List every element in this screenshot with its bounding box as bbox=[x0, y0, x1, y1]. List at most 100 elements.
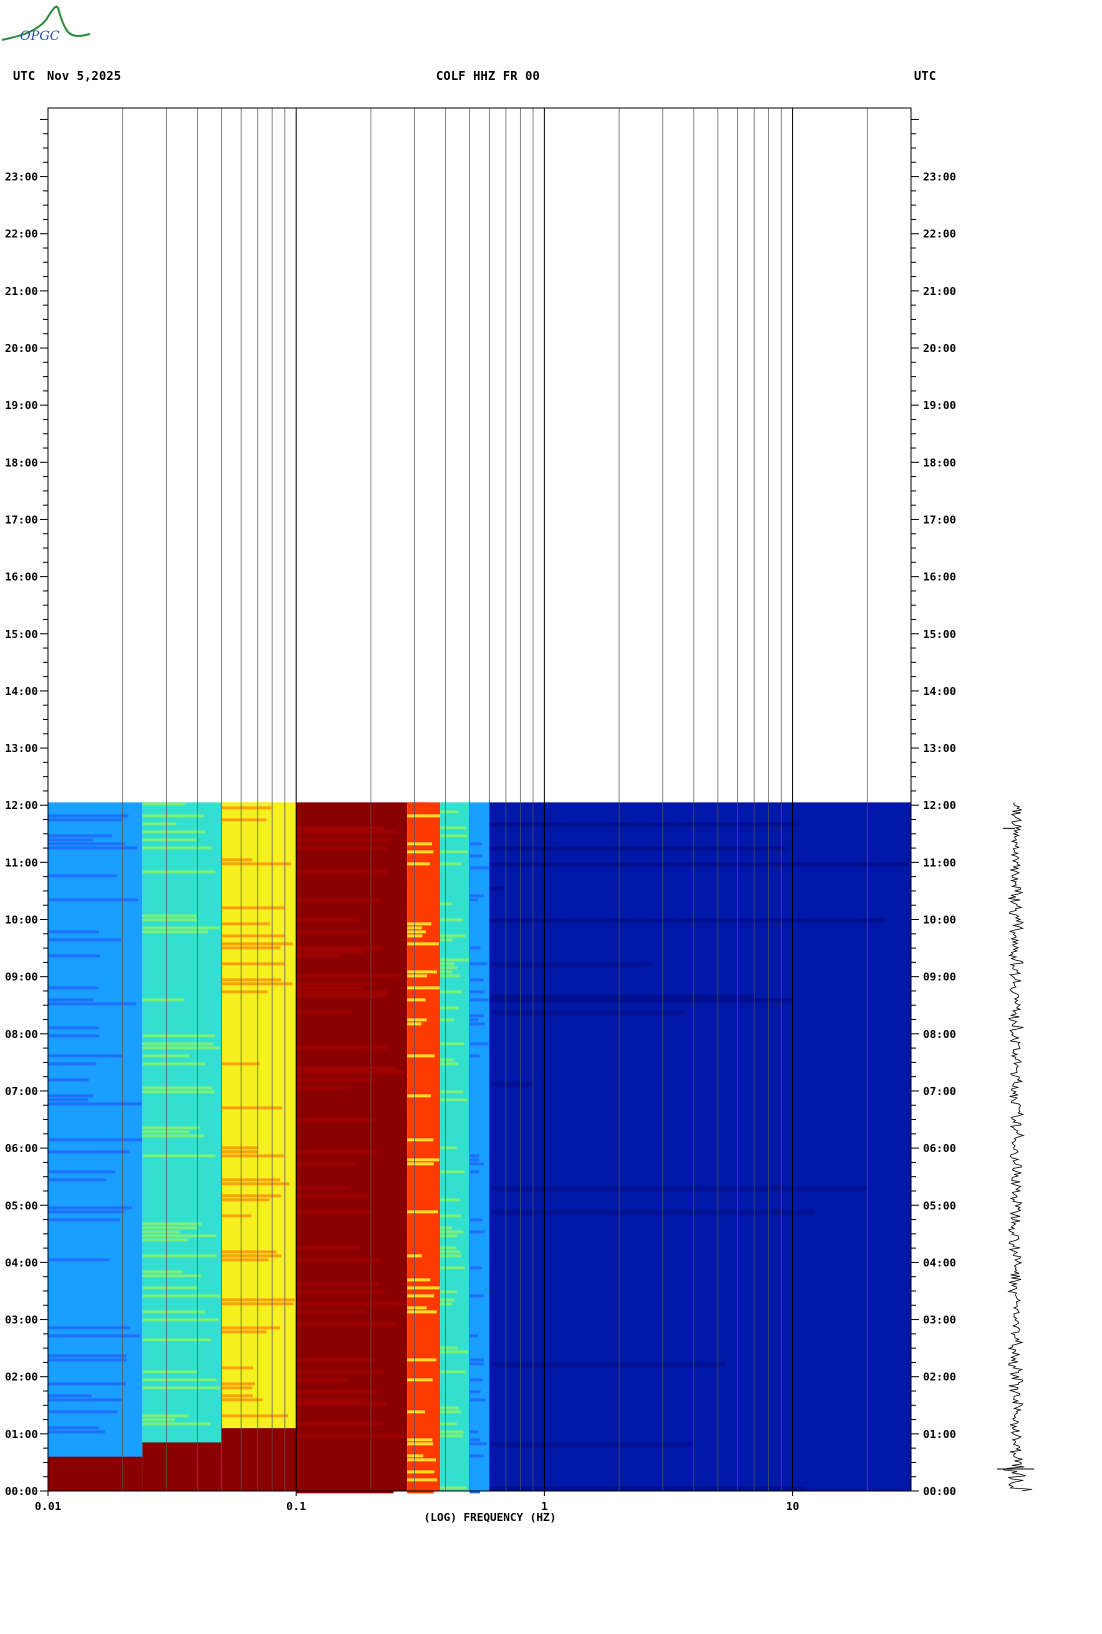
band-5-streak bbox=[440, 1278, 469, 1282]
band-7-streak bbox=[489, 1210, 815, 1215]
band-6-streak bbox=[469, 1042, 489, 1046]
band-1-streak bbox=[142, 1318, 219, 1322]
band-3-streak bbox=[296, 866, 356, 870]
y-tick-label-right: 07:00 bbox=[923, 1085, 956, 1098]
band-4-streak bbox=[407, 862, 430, 866]
band-4-streak bbox=[407, 1370, 428, 1374]
y-tick-label-right: 12:00 bbox=[923, 799, 956, 812]
band-5-streak bbox=[440, 1214, 462, 1218]
band-4-streak bbox=[407, 1250, 429, 1254]
band-5-streak bbox=[440, 1394, 458, 1398]
band-2-streak bbox=[221, 1326, 281, 1330]
band-3-streak bbox=[296, 918, 360, 922]
band-5-streak bbox=[440, 938, 453, 942]
band-1-streak bbox=[142, 1202, 188, 1206]
band-3-streak bbox=[296, 1078, 375, 1082]
band-2-streak bbox=[221, 946, 281, 950]
band-0-streak bbox=[48, 974, 91, 978]
band-0-streak bbox=[48, 1386, 131, 1390]
band-4-streak bbox=[407, 1234, 431, 1238]
band-3-streak bbox=[296, 810, 384, 814]
band-4-streak bbox=[407, 978, 437, 982]
band-4-streak bbox=[407, 1426, 437, 1430]
band-5-streak bbox=[440, 1110, 460, 1114]
band-3-streak bbox=[296, 1258, 382, 1262]
band-0-streak bbox=[48, 1202, 111, 1206]
header-right-tz: UTC bbox=[914, 69, 937, 83]
band-7-streak bbox=[489, 994, 755, 999]
band-4-streak bbox=[407, 1438, 433, 1442]
band-0-streak bbox=[48, 1006, 129, 1010]
band-4-streak bbox=[407, 1166, 437, 1170]
band-5-streak bbox=[440, 1170, 465, 1174]
band-5-streak bbox=[440, 1290, 457, 1294]
band-2-streak bbox=[221, 866, 290, 870]
header-station: COLF HHZ FR 00 bbox=[436, 69, 540, 83]
band-5-streak bbox=[440, 1354, 459, 1358]
y-tick-label-right: 21:00 bbox=[923, 285, 956, 298]
band-2-streak bbox=[221, 1386, 253, 1390]
band-0-streak bbox=[48, 882, 115, 886]
band-3-streak bbox=[296, 898, 381, 902]
band-2-streak bbox=[221, 1254, 282, 1258]
band-1-streak bbox=[142, 1422, 211, 1426]
band-4-streak bbox=[407, 938, 429, 942]
y-tick-label-left: 16:00 bbox=[5, 571, 38, 584]
band-1-streak bbox=[142, 1086, 213, 1090]
band-4-streak bbox=[407, 998, 426, 1002]
band-2-streak bbox=[221, 934, 285, 938]
band-2-streak bbox=[221, 1066, 277, 1070]
band-0-streak bbox=[48, 806, 103, 810]
band-3-streak bbox=[296, 990, 388, 994]
band-3-streak bbox=[296, 1418, 375, 1422]
band-2-streak bbox=[221, 1042, 280, 1046]
band-2-streak bbox=[221, 1102, 256, 1106]
band-5-streak bbox=[440, 994, 455, 998]
band-1-streak bbox=[142, 1310, 206, 1314]
band-5-streak bbox=[440, 1198, 460, 1202]
x-tick-label: 0.1 bbox=[286, 1500, 306, 1513]
band-4-streak bbox=[407, 1286, 440, 1290]
band-1-streak bbox=[142, 1126, 201, 1130]
band-1-streak bbox=[142, 1406, 185, 1410]
y-tick-label-right: 02:00 bbox=[923, 1371, 956, 1384]
band-3-streak bbox=[296, 1070, 406, 1074]
band-5-streak bbox=[440, 1386, 458, 1390]
band-0-streak bbox=[48, 1142, 138, 1146]
band-7-streak bbox=[489, 1186, 866, 1191]
band-4-streak bbox=[407, 1170, 424, 1174]
frequency-grid bbox=[47, 108, 912, 1491]
band-2-streak bbox=[221, 1154, 284, 1158]
band-6-streak bbox=[469, 1090, 489, 1094]
band-3-streak bbox=[296, 1458, 374, 1462]
y-tick-label-right: 11:00 bbox=[923, 856, 956, 869]
band-0-streak bbox=[48, 1338, 119, 1342]
y-tick-label-right: 18:00 bbox=[923, 456, 956, 469]
band-4-streak bbox=[407, 882, 437, 886]
spectrogram-heatmap bbox=[48, 802, 911, 1494]
band-0-streak bbox=[48, 1106, 110, 1110]
band-3-streak bbox=[296, 1346, 383, 1350]
band-4-streak bbox=[407, 1210, 439, 1214]
band-3-streak bbox=[296, 994, 388, 998]
band-1-streak bbox=[142, 930, 208, 934]
band-4-streak bbox=[407, 838, 425, 842]
band-6-streak bbox=[469, 1266, 483, 1270]
band-0-streak bbox=[48, 1418, 111, 1422]
band-5-streak bbox=[440, 1330, 453, 1334]
band-5-streak bbox=[440, 1242, 466, 1246]
band-6-streak bbox=[469, 898, 478, 902]
band-5-streak bbox=[440, 966, 458, 970]
y-tick-label-left: 18:00 bbox=[5, 456, 38, 469]
band-5-streak bbox=[440, 854, 455, 858]
logo-curve-icon bbox=[1, 5, 91, 41]
band-7-streak bbox=[489, 1486, 807, 1491]
band-0-streak bbox=[48, 998, 94, 1002]
band-6-streak bbox=[469, 1338, 483, 1342]
y-tick-label-left: 10:00 bbox=[5, 914, 38, 927]
band-4-streak bbox=[407, 942, 440, 946]
band-4-streak bbox=[407, 1270, 430, 1274]
band-6-streak bbox=[469, 1218, 483, 1222]
band-4-streak bbox=[407, 1450, 424, 1454]
band-3-streak bbox=[296, 1366, 371, 1370]
